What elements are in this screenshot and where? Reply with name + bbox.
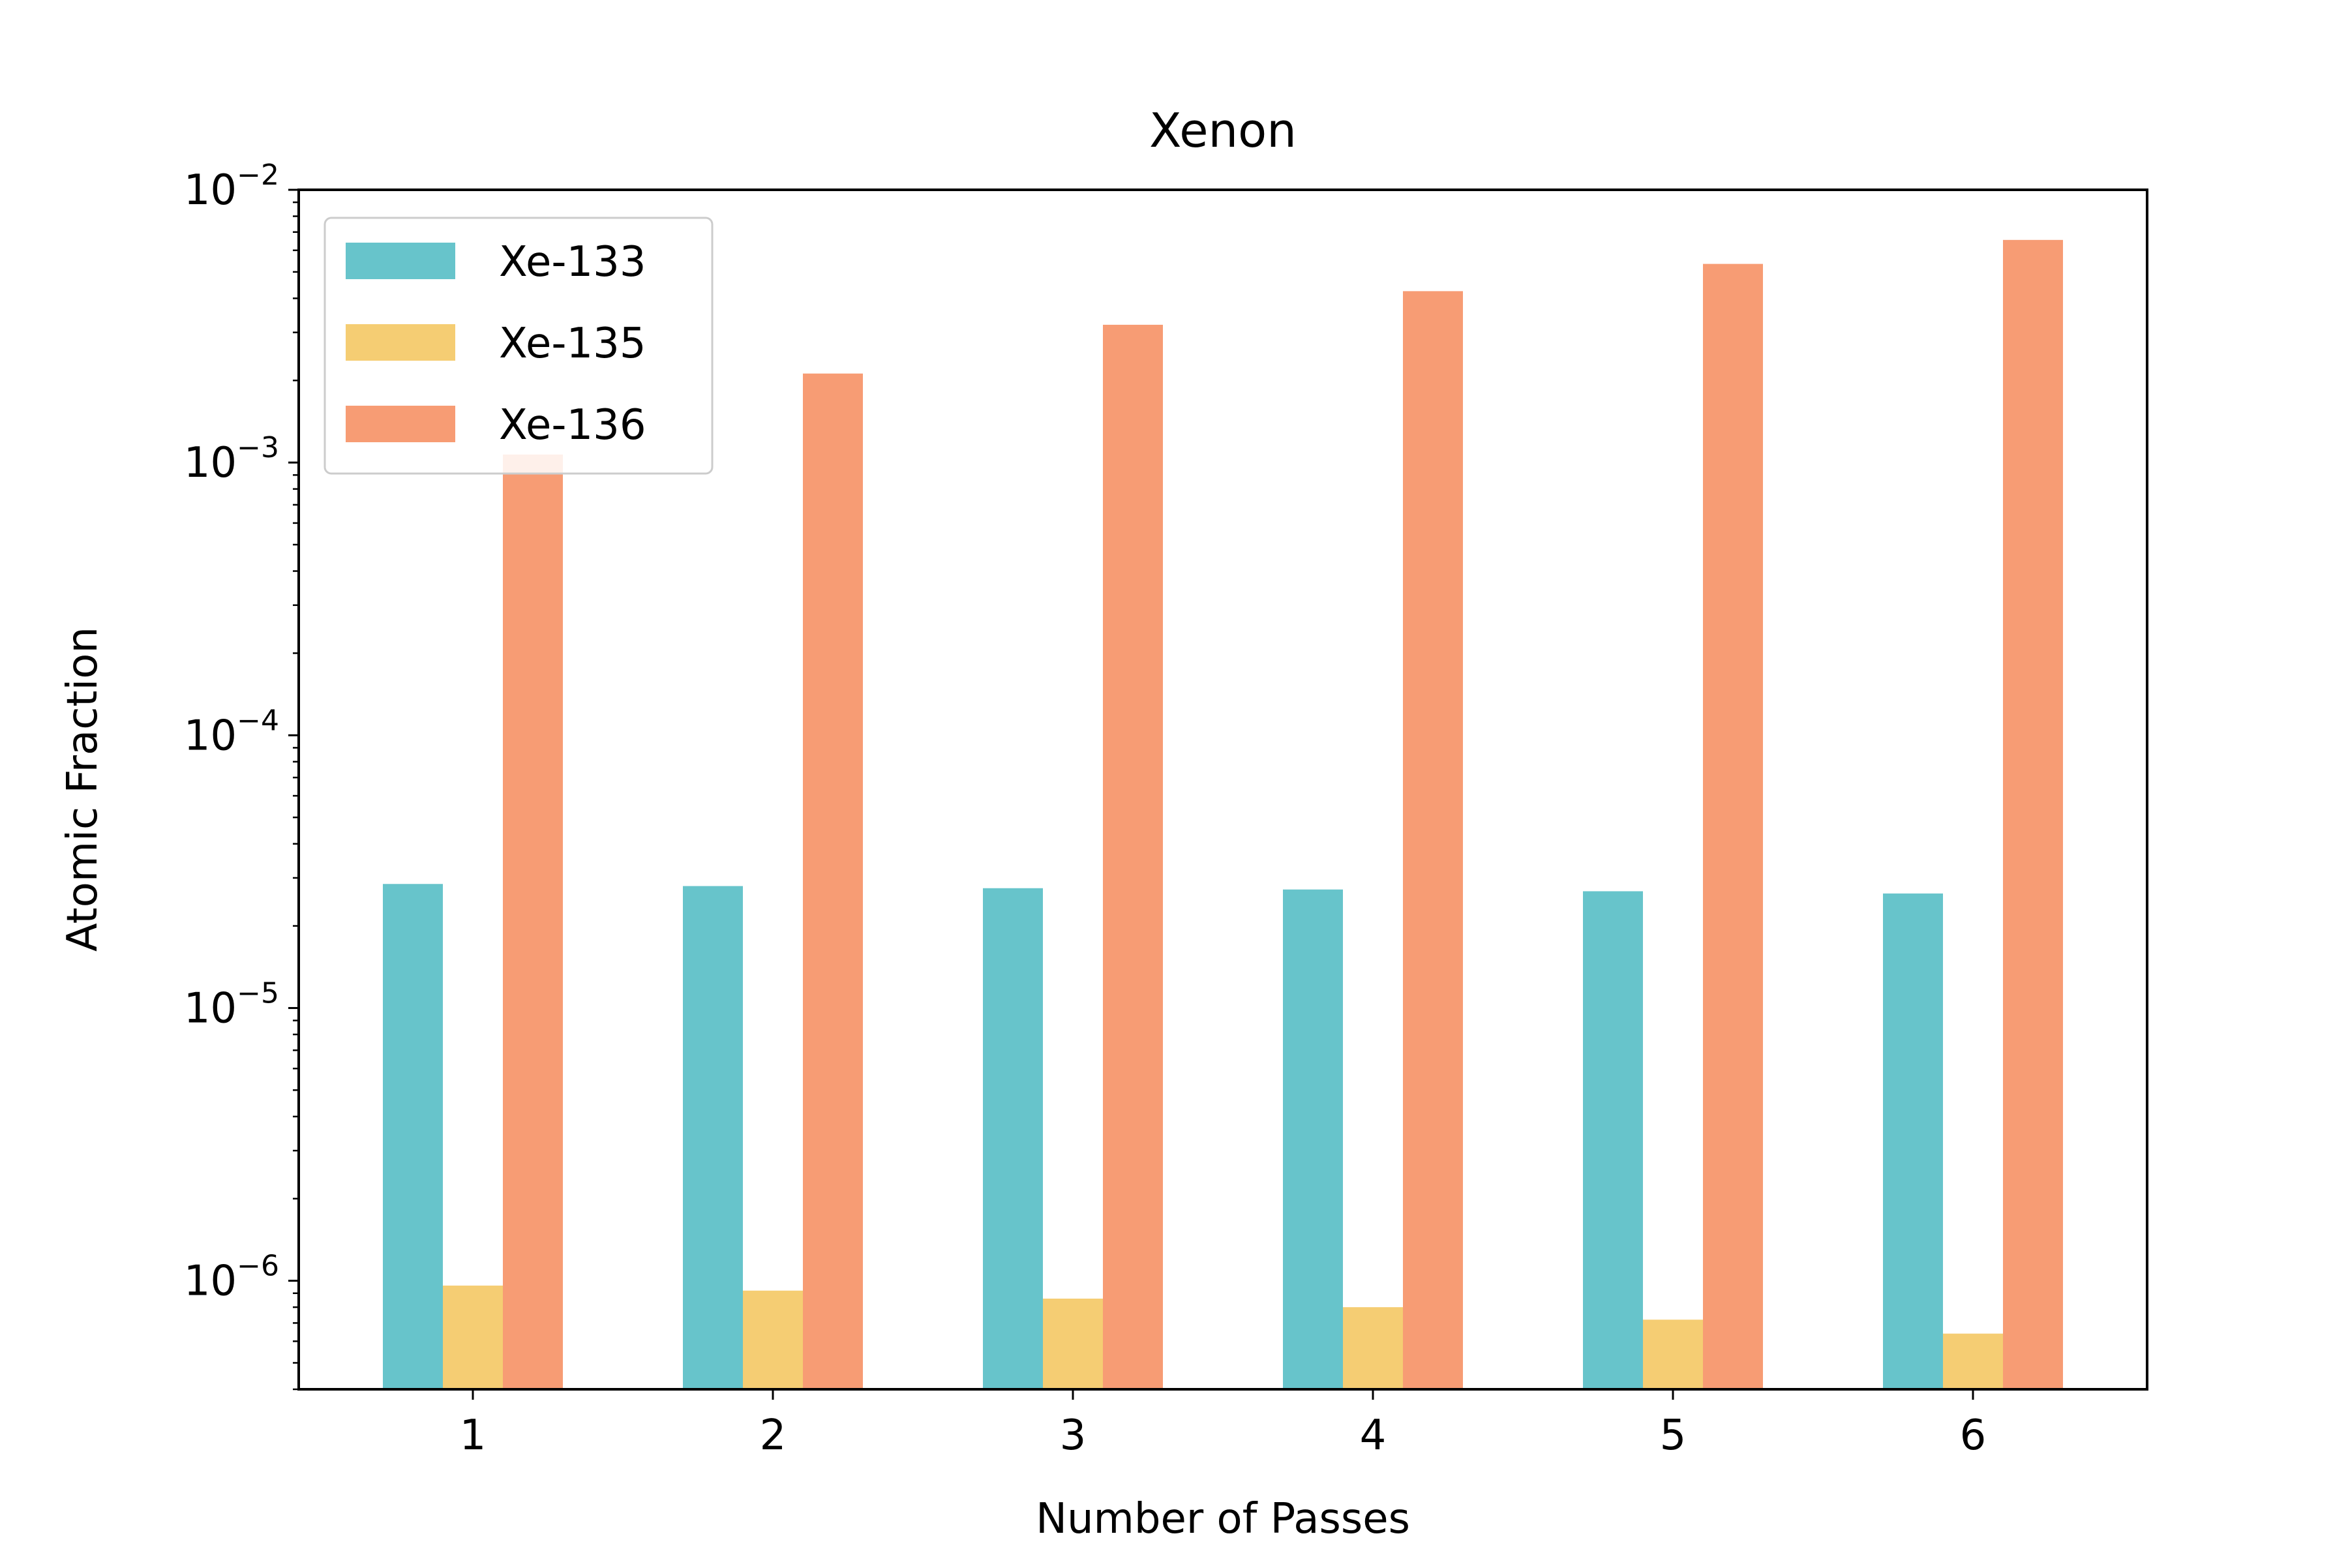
x-tick-label-2: 2 bbox=[760, 1411, 787, 1460]
y-axis: 10−6 10−5 10−4 10−3 10−2 bbox=[184, 158, 299, 1391]
legend-swatch-xe-136 bbox=[346, 406, 455, 442]
bar-xe-133-pass-4 bbox=[1283, 889, 1343, 1389]
legend-label-xe-136: Xe-136 bbox=[499, 401, 646, 449]
plot-frame bbox=[297, 188, 2148, 1391]
y-tick-label-−4: 10−4 bbox=[184, 704, 279, 760]
x-tick-label-4: 4 bbox=[1360, 1411, 1387, 1460]
legend-swatch-xe-135 bbox=[346, 324, 455, 361]
y-tick-label-−2: 10−2 bbox=[184, 158, 279, 215]
bar-xe-135-pass-1 bbox=[443, 1286, 503, 1389]
bar-xe-136-pass-3 bbox=[1103, 324, 1163, 1390]
y-tick-label-−3: 10−3 bbox=[184, 431, 279, 487]
chart-title: Xenon bbox=[1149, 103, 1297, 158]
bar-xe-135-pass-3 bbox=[1043, 1298, 1103, 1389]
bar-xe-133-pass-6 bbox=[1883, 893, 1943, 1389]
bar-xe-136-pass-5 bbox=[1703, 264, 1763, 1389]
x-tick-label-3: 3 bbox=[1060, 1411, 1087, 1460]
bar-xe-135-pass-4 bbox=[1343, 1307, 1403, 1389]
bar-xe-136-pass-1 bbox=[503, 454, 563, 1389]
y-tick-label-−5: 10−5 bbox=[184, 976, 279, 1033]
x-tick-label-1: 1 bbox=[460, 1411, 487, 1460]
bar-xe-133-pass-3 bbox=[983, 888, 1043, 1389]
legend-label-xe-135: Xe-135 bbox=[499, 320, 646, 368]
x-tick-label-6: 6 bbox=[1960, 1411, 1987, 1460]
x-tick-label-5: 5 bbox=[1660, 1411, 1687, 1460]
bar-xe-133-pass-2 bbox=[683, 886, 743, 1389]
y-axis-label: Atomic Fraction bbox=[59, 627, 107, 952]
bar-xe-135-pass-5 bbox=[1643, 1319, 1703, 1389]
bar-xe-136-pass-6 bbox=[2003, 239, 2063, 1389]
legend-swatch-xe-133 bbox=[346, 243, 455, 279]
plot-area bbox=[383, 239, 2063, 1390]
bar-xe-135-pass-2 bbox=[743, 1290, 803, 1389]
x-axis-label: Number of Passes bbox=[1036, 1495, 1410, 1543]
bar-xe-136-pass-2 bbox=[803, 373, 863, 1389]
bar-xe-133-pass-5 bbox=[1583, 891, 1643, 1389]
y-tick-label-−6: 10−6 bbox=[184, 1250, 279, 1306]
x-axis: 1 2 3 4 5 6 bbox=[460, 1389, 1987, 1460]
bar-xe-135-pass-6 bbox=[1943, 1333, 2003, 1389]
legend: Xe-133 Xe-135 Xe-136 bbox=[324, 217, 714, 475]
bar-xe-136-pass-4 bbox=[1403, 291, 1463, 1389]
bar-xe-133-pass-1 bbox=[383, 884, 443, 1389]
legend-label-xe-133: Xe-133 bbox=[499, 238, 646, 286]
